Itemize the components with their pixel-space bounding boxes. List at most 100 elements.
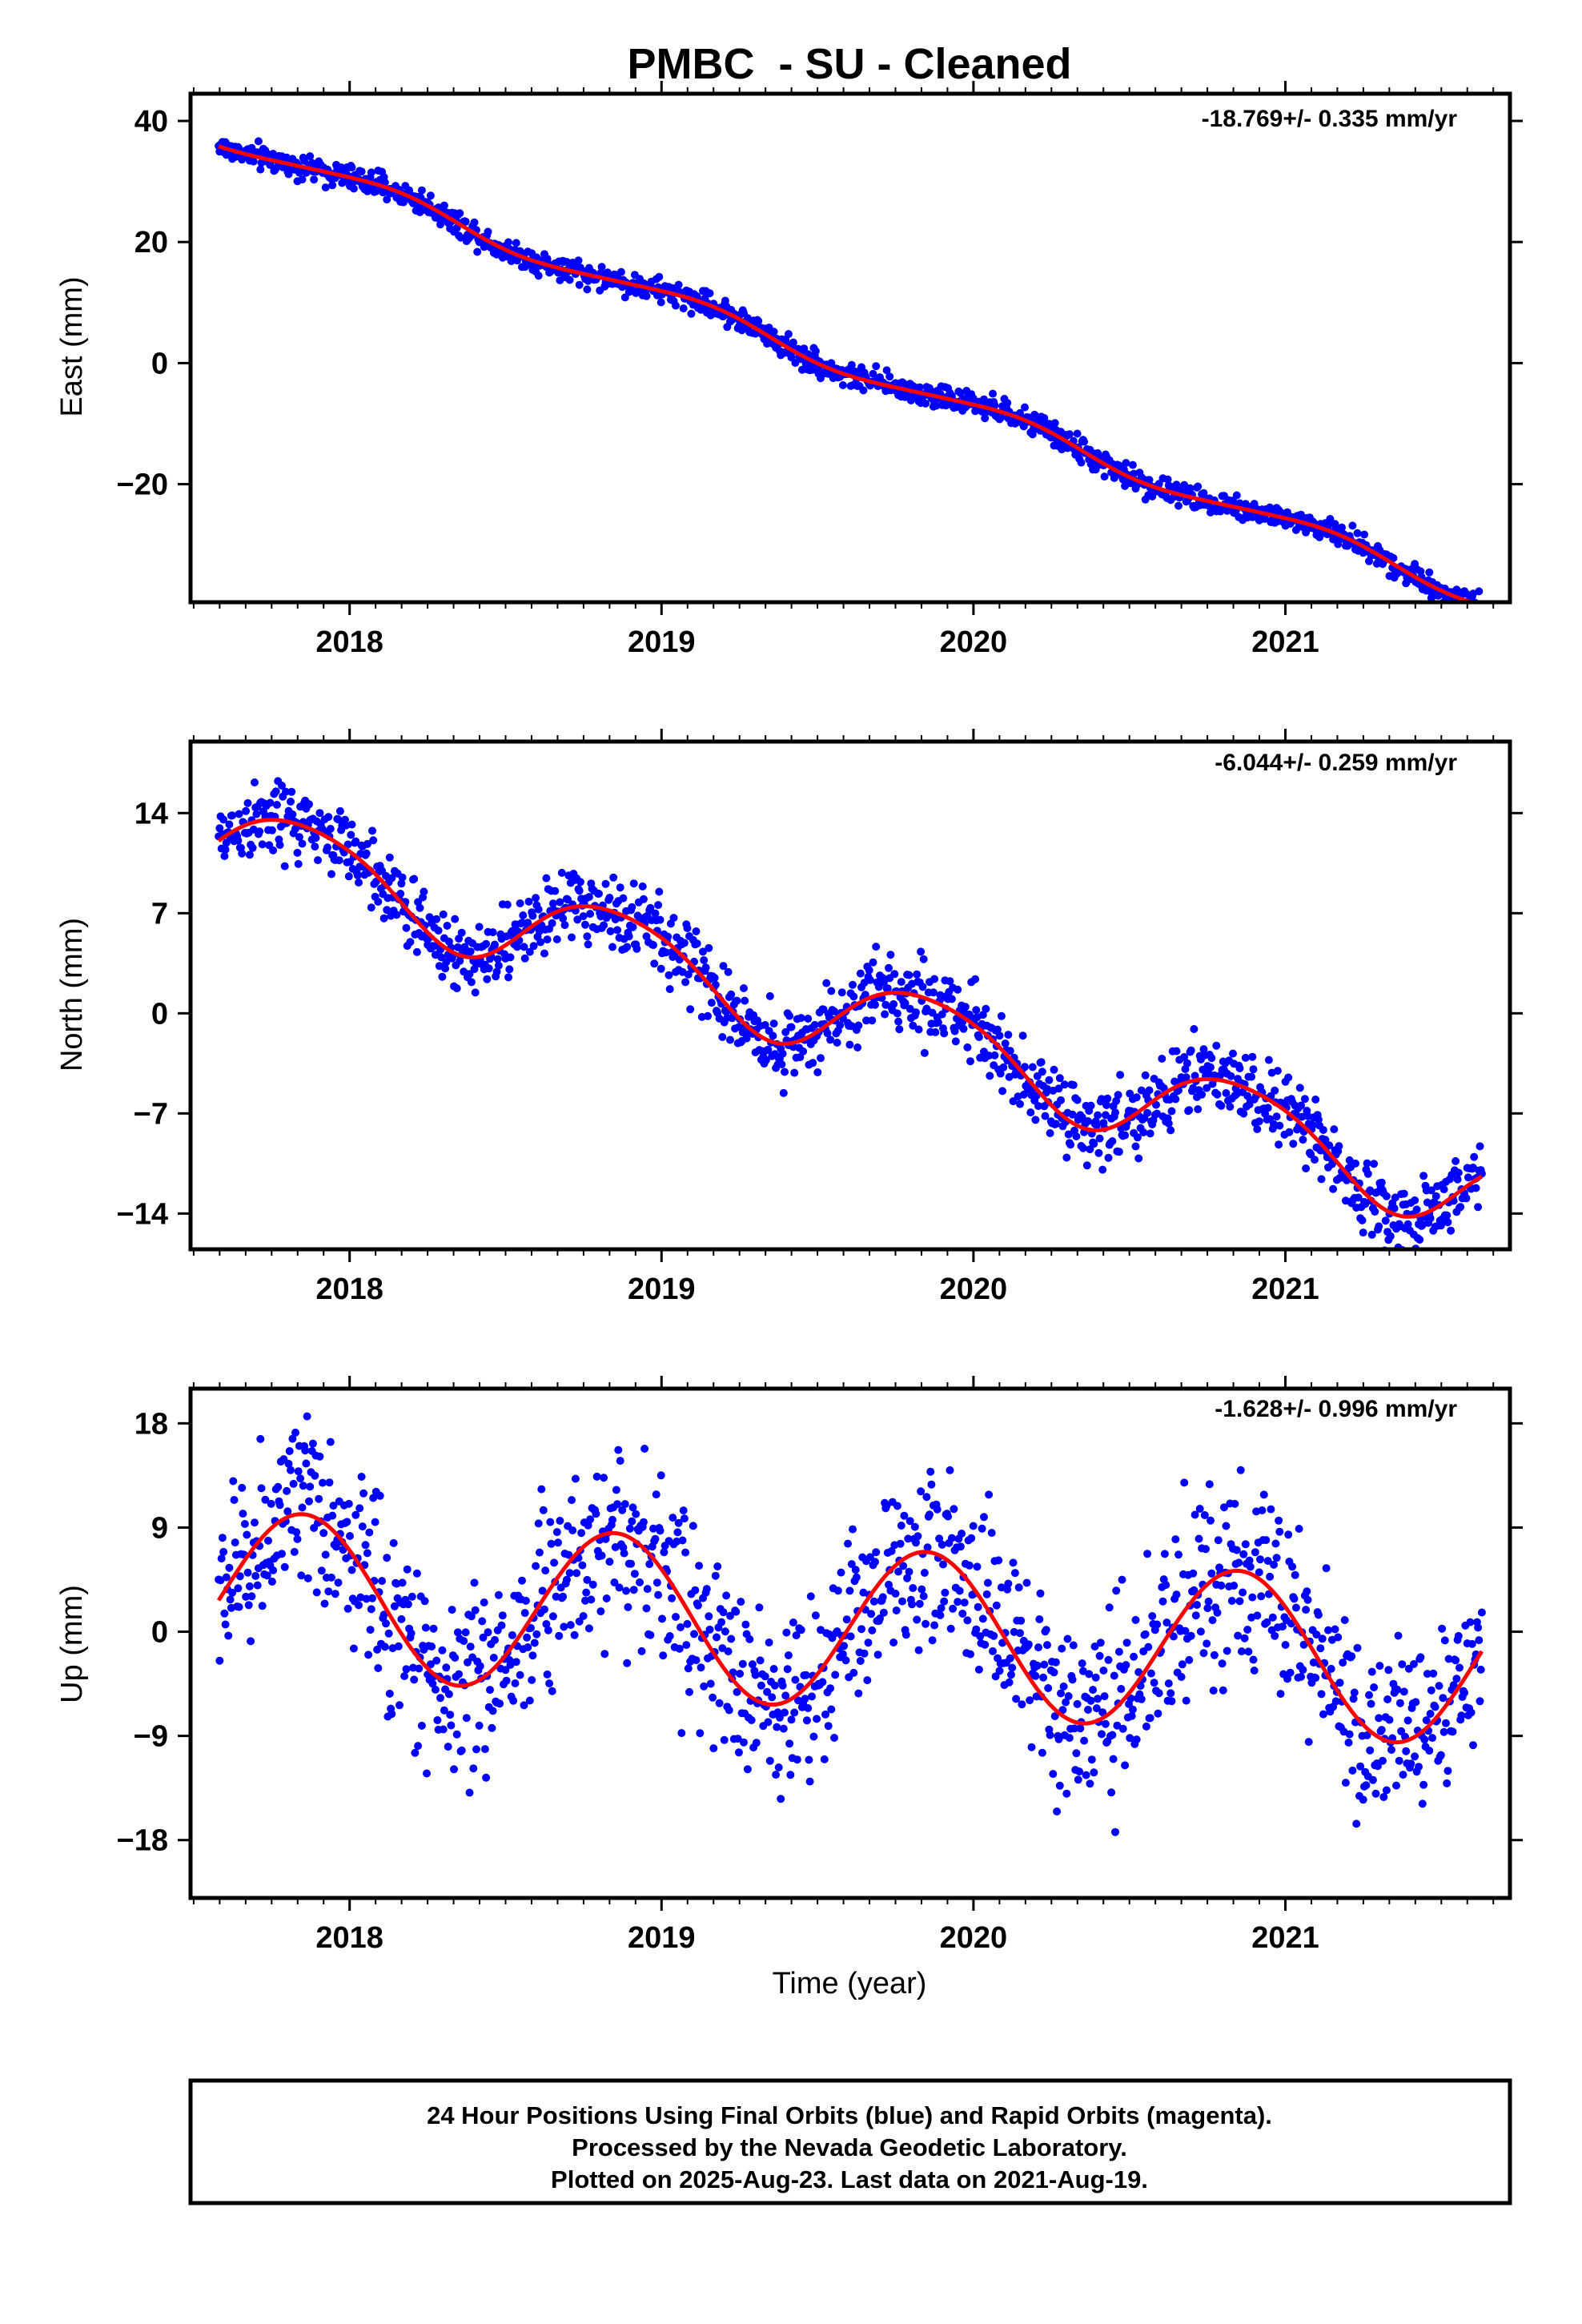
up-data-point: [540, 1605, 548, 1614]
up-data-point: [328, 1511, 337, 1520]
north-data-point: [434, 927, 443, 935]
north-data-point: [1101, 1111, 1110, 1120]
east-data-point: [1065, 430, 1074, 439]
up-data-point: [1397, 1727, 1406, 1735]
up-data-point: [693, 1601, 702, 1610]
up-data-point: [1365, 1691, 1373, 1699]
north-data-point: [442, 958, 451, 967]
north-data-point: [252, 810, 261, 818]
north-data-point: [344, 872, 353, 881]
north-data-point: [420, 887, 428, 896]
north-data-point: [305, 800, 313, 809]
east-data-point: [310, 175, 319, 184]
up-data-point: [954, 1598, 962, 1606]
north-data-point: [1143, 1108, 1152, 1117]
up-data-point: [428, 1642, 436, 1651]
north-data-point: [1227, 1072, 1235, 1080]
up-data-point: [1193, 1601, 1201, 1609]
north-data-point: [368, 826, 376, 835]
up-data-point: [230, 1496, 239, 1504]
up-data-point: [645, 1560, 654, 1569]
up-data-point: [1245, 1556, 1254, 1565]
up-data-point: [642, 1604, 651, 1613]
up-data-point: [299, 1482, 307, 1490]
up-data-point: [905, 1517, 914, 1526]
up-data-point: [1312, 1630, 1321, 1639]
north-data-point: [1182, 1073, 1191, 1082]
north-data-point: [584, 893, 593, 901]
up-data-point: [521, 1596, 530, 1605]
up-data-point: [261, 1495, 270, 1504]
up-data-point: [690, 1630, 698, 1638]
up-data-point: [1148, 1612, 1157, 1620]
north-data-point: [1086, 1101, 1095, 1110]
north-data-point: [1474, 1203, 1483, 1212]
up-data-point: [1196, 1627, 1205, 1636]
up-data-point: [1016, 1629, 1024, 1638]
up-data-point: [801, 1671, 810, 1679]
up-data-point: [913, 1615, 921, 1624]
north-data-point: [1411, 1196, 1419, 1204]
north-data-point: [971, 975, 980, 983]
up-data-point: [1419, 1780, 1428, 1789]
up-data-point: [1291, 1570, 1299, 1579]
north-data-point: [1217, 1101, 1226, 1110]
north-data-point: [990, 1051, 999, 1059]
up-data-point: [1189, 1569, 1198, 1578]
north-data-point: [893, 1009, 901, 1018]
up-data-point: [409, 1663, 417, 1672]
east-data-point: [847, 360, 856, 369]
north-data-point: [1399, 1189, 1408, 1198]
east-data-point: [1073, 429, 1082, 438]
north-data-point: [520, 954, 529, 963]
up-data-point: [722, 1591, 731, 1600]
north-data-point: [813, 1068, 822, 1076]
up-data-point: [1384, 1666, 1393, 1675]
north-data-point: [1108, 1137, 1117, 1145]
east-data-point: [1028, 430, 1037, 439]
up-data-point: [1142, 1722, 1150, 1731]
north-data-point: [234, 836, 243, 845]
north-data-point: [1247, 1072, 1256, 1081]
footer-line-1: 24 Hour Positions Using Final Orbits (bl…: [427, 2101, 1272, 2129]
up-data-point: [674, 1518, 683, 1527]
north-data-point: [559, 914, 568, 923]
up-data-point: [349, 1644, 358, 1653]
up-data-point: [1311, 1674, 1320, 1683]
up-data-point: [741, 1620, 750, 1629]
up-data-point: [733, 1735, 742, 1743]
north-data-point: [1094, 1148, 1103, 1157]
east-data-point: [284, 170, 293, 179]
up-data-point: [649, 1524, 657, 1533]
north-data-point: [664, 932, 673, 941]
north-data-point: [972, 1006, 981, 1015]
north-data-point: [542, 874, 551, 883]
up-data-point: [1317, 1690, 1326, 1699]
up-data-point: [1377, 1726, 1386, 1735]
up-data-point: [1402, 1747, 1411, 1755]
north-points: [215, 777, 1486, 1249]
north-data-point: [1419, 1172, 1428, 1180]
north-data-point: [1264, 1055, 1273, 1064]
up-data-point: [636, 1578, 644, 1586]
up-data-point: [452, 1730, 461, 1739]
north-data-point: [624, 932, 633, 941]
east-data-point: [1261, 514, 1270, 523]
north-data-point: [1235, 1064, 1244, 1072]
up-data-point: [1150, 1679, 1158, 1687]
north-data-point: [894, 1017, 903, 1026]
up-data-point: [1476, 1665, 1485, 1674]
up-x-tick-label: 2020: [940, 1921, 1008, 1955]
up-data-point: [849, 1668, 858, 1677]
up-data-point: [1154, 1689, 1163, 1698]
north-data-point: [416, 903, 424, 912]
up-data-point: [378, 1577, 387, 1586]
up-data-point: [488, 1723, 496, 1732]
north-data-point: [724, 967, 733, 976]
up-data-point: [1241, 1540, 1250, 1549]
up-data-point: [1073, 1699, 1082, 1708]
north-data-point: [886, 951, 895, 959]
east-data-point: [791, 359, 800, 368]
up-data-point: [1039, 1673, 1048, 1682]
north-data-point: [278, 782, 286, 790]
